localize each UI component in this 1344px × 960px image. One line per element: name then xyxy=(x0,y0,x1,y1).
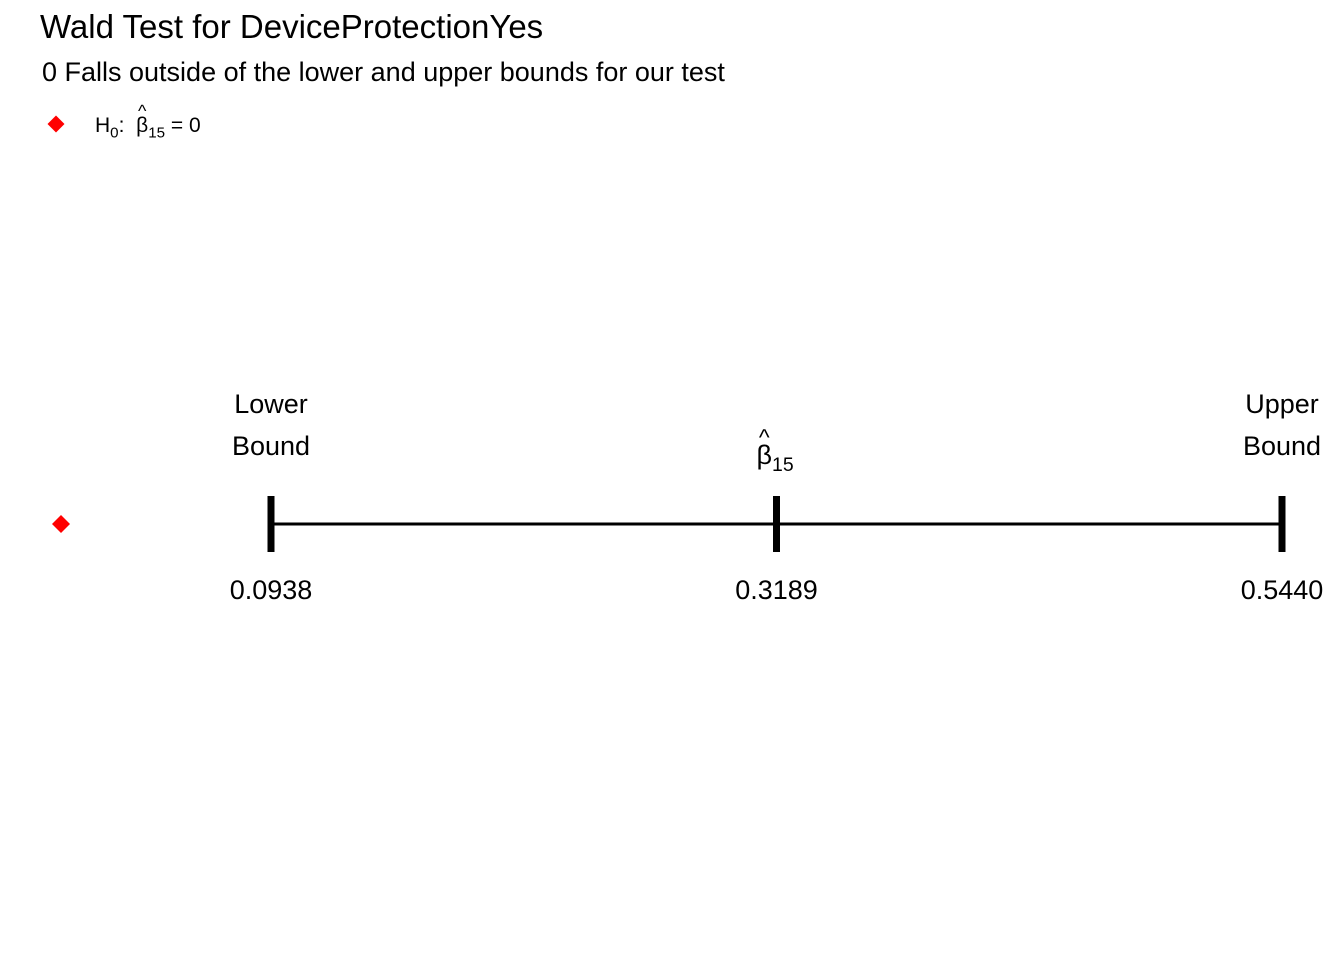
upper-name-line2: Bound xyxy=(1243,431,1321,461)
legend-h: H xyxy=(95,114,111,137)
estimate-beta-hat: ^ β xyxy=(756,425,773,471)
upper-tick-label: 0.5440 xyxy=(1241,575,1324,605)
legend-equals: = 0 xyxy=(170,114,201,137)
lower-tick-label: 0.0938 xyxy=(230,575,313,605)
lower-name-line2: Bound xyxy=(232,431,310,461)
legend: H0: ^ β15 = 0 xyxy=(44,102,304,146)
legend-colon: : xyxy=(118,114,125,137)
chart-title: Wald Test for DeviceProtectionYes xyxy=(40,8,544,45)
estimate-tick-label: 0.3189 xyxy=(735,575,818,605)
legend-beta-hat: ^ β xyxy=(136,102,149,138)
estimate-sub: 15 xyxy=(772,453,794,476)
legend-label: H0: ^ β15 = 0 xyxy=(95,102,201,142)
upper-name-line1: Upper xyxy=(1245,389,1319,419)
null-value-point xyxy=(52,515,70,533)
lower-name-line1: Lower xyxy=(234,389,308,419)
estimate-caret: ^ xyxy=(758,423,770,450)
estimate-label: ^ β15 xyxy=(756,425,794,474)
legend-h-sub: 0 xyxy=(110,124,119,142)
legend-beta: β xyxy=(136,114,149,137)
estimate-beta: β xyxy=(756,440,773,470)
legend-caret: ^ xyxy=(137,100,147,121)
legend-beta-sub: 15 xyxy=(148,124,165,142)
chart-subtitle: 0 Falls outside of the lower and upper b… xyxy=(42,57,725,87)
